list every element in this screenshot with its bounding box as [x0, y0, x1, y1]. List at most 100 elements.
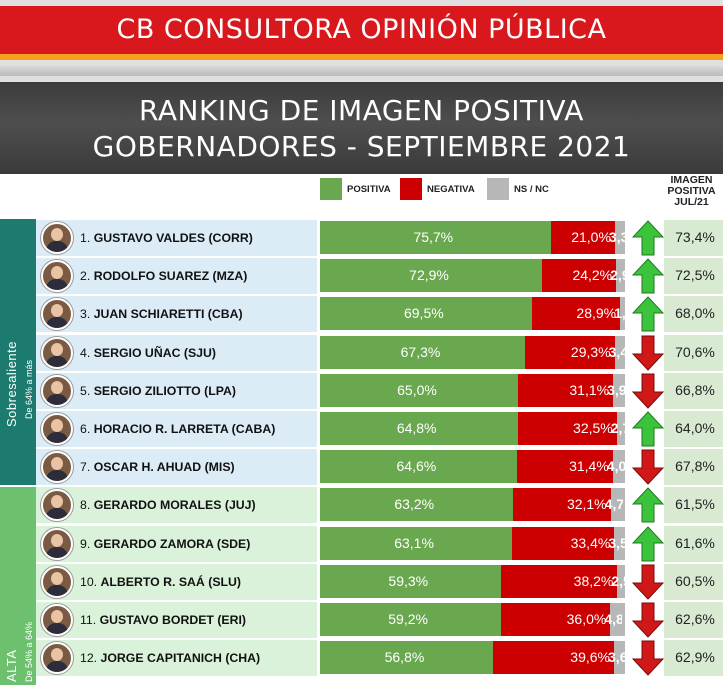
governor-label: ALBERTO R. SAÁ (SLU) — [100, 575, 242, 589]
governor-name: 1. GUSTAVO VALDES (CORR) — [80, 231, 253, 245]
governor-avatar — [41, 528, 73, 560]
bar-negativa: 28,9% — [531, 297, 621, 330]
trend-down-arrow-icon — [632, 602, 664, 638]
governor-label: RODOLFO SUAREZ (MZA) — [93, 269, 248, 283]
avatar-body — [46, 279, 68, 290]
legend-swatch-negativa — [400, 178, 422, 200]
jul-value-background — [664, 640, 723, 676]
bar-positiva: 63,2% — [320, 488, 513, 521]
jul-value-background — [664, 335, 723, 371]
bar-nsnc-label: 2,5 — [611, 573, 630, 589]
governor-avatar — [41, 375, 73, 407]
avatar-body — [46, 356, 68, 367]
bar-negativa-label: 39,6% — [570, 649, 610, 665]
bar-negativa-label: 33,4% — [570, 535, 611, 551]
governor-name: 7. OSCAR H. AHUAD (MIS) — [80, 460, 235, 474]
governor-avatar — [41, 298, 73, 330]
bar-negativa-label: 31,4% — [569, 458, 609, 474]
bar-positiva: 64,8% — [320, 412, 518, 445]
bar-negativa: 21,0% — [550, 221, 615, 254]
legend: POSITIVA NEGATIVA NS / NC — [320, 178, 620, 200]
consultora-banner: CB CONSULTORA OPINIÓN PÚBLICA — [0, 6, 723, 60]
bar-nsnc-label: 3,9 — [607, 382, 626, 398]
rank-number: 1. — [80, 231, 94, 245]
imagen-positiva-jul-value: 62,9% — [675, 649, 715, 665]
rank-number: 8. — [80, 498, 94, 512]
arrow-shape — [632, 220, 664, 256]
bar-negativa: 24,2% — [542, 259, 617, 292]
bar-negativa-label: 32,1% — [566, 496, 607, 512]
bar-negativa: 32,1% — [512, 488, 611, 521]
rank-number: 5. — [80, 384, 94, 398]
bar-positiva-label: 63,2% — [394, 496, 435, 512]
jul-value-background — [664, 487, 723, 523]
row-background — [36, 640, 317, 676]
rank-number: 11. — [80, 613, 100, 627]
bar-nsnc-label: 3,5 — [608, 535, 627, 551]
governor-label: HORACIO R. LARRETA (CABA) — [93, 422, 276, 436]
governor-name: 11. GUSTAVO BORDET (ERI) — [80, 613, 246, 627]
governor-avatar — [41, 451, 73, 483]
bar-positiva-label: 75,7% — [413, 229, 454, 245]
trend-up-arrow-icon — [632, 258, 664, 294]
bar-positiva: 63,1% — [320, 527, 513, 560]
governor-name: 2. RODOLFO SUAREZ (MZA) — [80, 269, 247, 283]
arrow-shape — [632, 449, 664, 485]
avatar-head — [51, 648, 63, 661]
rank-number: 6. — [80, 422, 94, 436]
bar-positiva-label: 59,2% — [388, 611, 428, 627]
rank-number: 7. — [80, 460, 94, 474]
bar-positiva-label: 56,8% — [384, 649, 425, 665]
avatar-head — [51, 610, 63, 623]
band-sobresaliente-title: Sobresaliente — [4, 341, 19, 427]
legend-swatch-positiva — [320, 178, 342, 200]
imagen-header-line1: IMAGEN — [670, 174, 713, 186]
arrow-shape — [632, 564, 664, 600]
row-background — [36, 335, 317, 371]
governor-label: SERGIO ZILIOTTO (LPA) — [93, 384, 237, 398]
bar-positiva: 65,0% — [320, 374, 519, 407]
avatar-head — [51, 343, 63, 356]
avatar-head — [51, 228, 63, 241]
avatar-body — [46, 470, 68, 481]
arrow-shape — [632, 526, 664, 562]
governor-avatar — [41, 489, 73, 521]
imagen-positiva-jul-value: 70,6% — [675, 344, 715, 360]
governor-label: SERGIO UÑAC (SJU) — [93, 346, 216, 360]
avatar-head — [51, 457, 63, 470]
imagen-positiva-jul-value: 66,8% — [675, 382, 715, 398]
avatar-head — [51, 534, 63, 547]
divider-band — [0, 66, 723, 76]
row-background — [36, 487, 317, 523]
band-alta-title: ALTA — [4, 649, 19, 682]
imagen-positiva-jul-value: 73,4% — [675, 229, 715, 245]
rank-number: 2. — [80, 269, 94, 283]
jul-value-background — [664, 564, 723, 600]
imagen-positiva-jul-value: 62,6% — [675, 611, 715, 627]
imagen-positiva-jul-value: 64,0% — [675, 420, 715, 436]
jul-value-background — [664, 220, 723, 256]
bar-positiva-label: 65,0% — [397, 382, 437, 398]
imagen-header-line3: JUL/21 — [674, 196, 709, 208]
bar-nsnc — [610, 603, 625, 636]
governor-name: 12. JORGE CAPITANICH (CHA) — [80, 651, 260, 665]
jul-value-background — [664, 449, 723, 485]
jul-value-background — [664, 296, 723, 332]
row-background — [36, 220, 317, 256]
avatar-body — [46, 508, 68, 519]
row-background — [36, 296, 317, 332]
chart-title-line1: RANKING DE IMAGEN POSITIVA — [139, 94, 584, 127]
bar-negativa-label: 38,2% — [573, 573, 614, 589]
avatar-body — [46, 547, 68, 558]
avatar-head — [51, 419, 63, 432]
bar-nsnc — [620, 297, 625, 330]
title-header: RANKING DE IMAGEN POSITIVA GOBERNADORES … — [0, 82, 723, 174]
band-sobresaliente-range: De 64% a más — [24, 359, 34, 419]
avatar-head — [51, 266, 63, 279]
governor-name: 9. GERARDO ZAMORA (SDE) — [80, 537, 250, 551]
legend-label-negativa: NEGATIVA — [427, 184, 475, 195]
bar-positiva: 59,3% — [320, 565, 501, 598]
arrow-shape — [632, 640, 664, 676]
bar-positiva: 75,7% — [320, 221, 551, 254]
bar-negativa: 38,2% — [500, 565, 618, 598]
